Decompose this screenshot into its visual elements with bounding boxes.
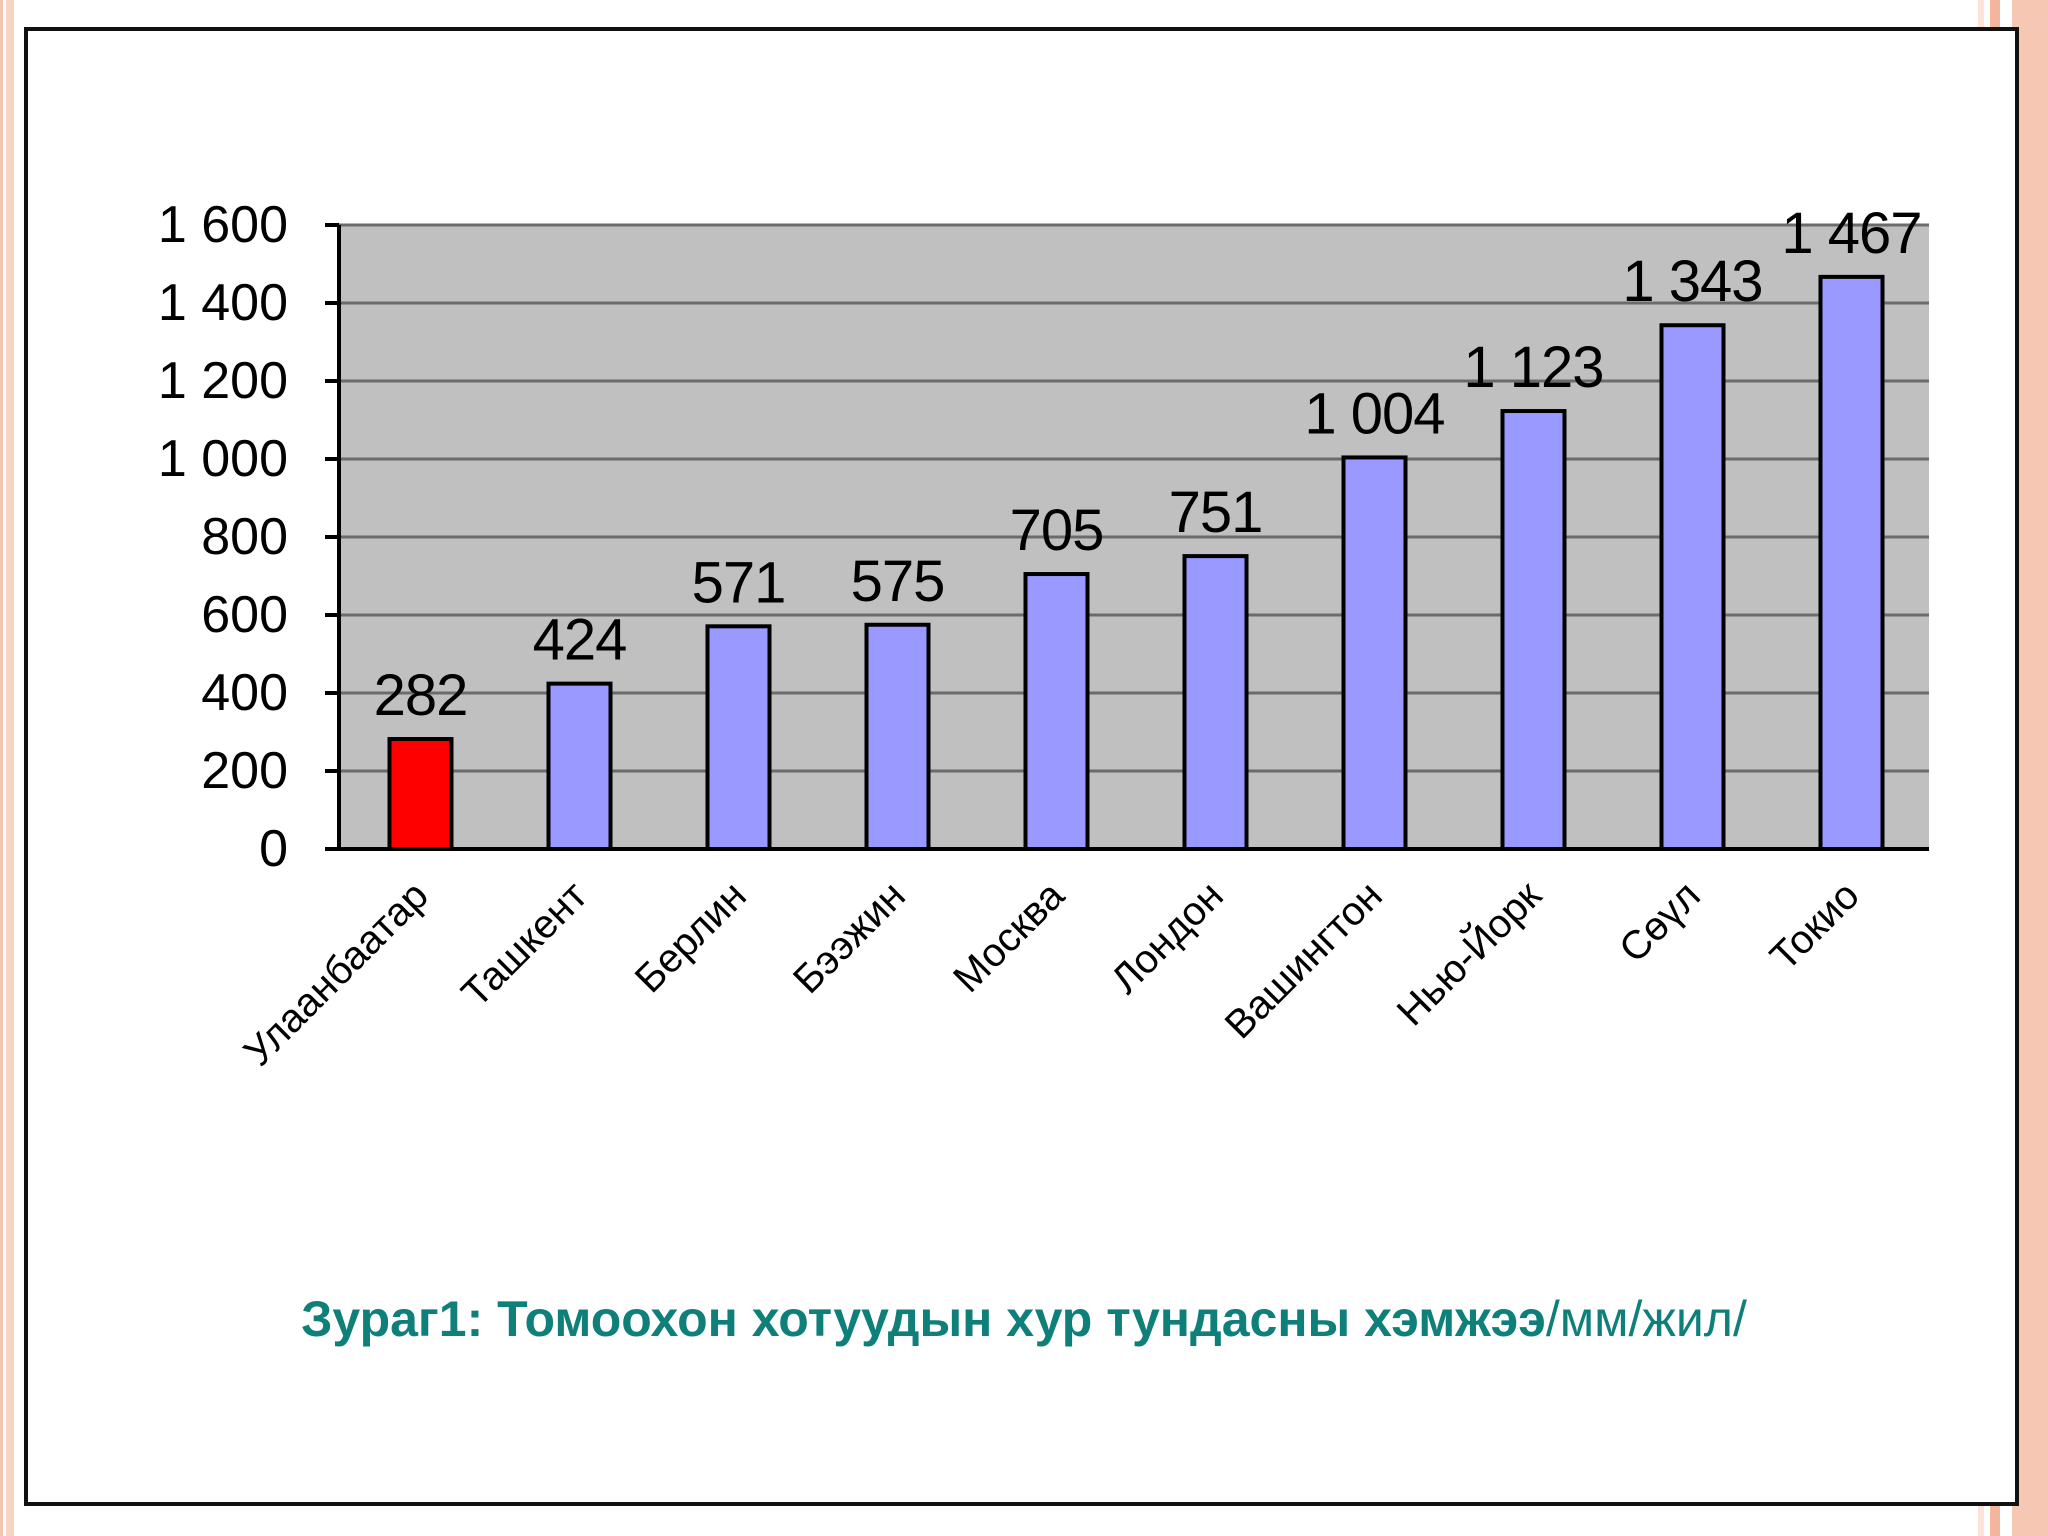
x-tick-label: Улаанбаатар: [236, 873, 437, 1074]
x-tick-label: Бээжин: [785, 873, 914, 1002]
bar: [705, 624, 772, 851]
y-tick-label: 1 200: [158, 352, 288, 410]
data-label: 424: [533, 608, 627, 673]
x-tick-label: Нью-Йорк: [1387, 871, 1550, 1034]
data-label: 1 004: [1304, 381, 1444, 446]
bar: [1818, 274, 1885, 851]
bar: [1341, 455, 1408, 851]
y-tick-label: 0: [259, 820, 288, 878]
x-tick-label: Токио: [1762, 873, 1868, 979]
bar: [1500, 409, 1567, 851]
bar: [1659, 323, 1726, 852]
bars: [387, 274, 1885, 852]
y-tick-label: 1 000: [158, 430, 288, 488]
x-tick-label: Лондон: [1103, 873, 1232, 1002]
caption-title: Зураг1: Томоохон хотуудын хур тундасны х…: [301, 1291, 1546, 1347]
y-tick-label: 800: [201, 508, 288, 566]
data-label: 1 123: [1463, 335, 1603, 400]
data-label: 282: [374, 663, 468, 728]
x-tick-label: Сөүл: [1611, 873, 1709, 971]
data-label: 571: [692, 550, 786, 615]
data-label: 751: [1169, 480, 1263, 545]
caption-unit: /мм/жил/: [1545, 1291, 1747, 1347]
data-label: 1 467: [1781, 201, 1921, 266]
bar: [1023, 572, 1090, 851]
x-tick-label: Ташкент: [453, 873, 596, 1016]
y-tick-label: 400: [201, 664, 288, 722]
x-tick-label: Вашингтон: [1217, 873, 1391, 1047]
data-label: 705: [1010, 498, 1104, 563]
left-decorative-stripe: [0, 0, 14, 1536]
axes: [325, 223, 1929, 851]
bar: [387, 737, 454, 852]
bar: [1182, 554, 1249, 851]
x-tick-label: Москва: [945, 873, 1073, 1001]
data-label: 1 343: [1622, 249, 1762, 314]
y-tick-label: 600: [201, 586, 288, 644]
x-tick-label: Берлин: [627, 873, 755, 1001]
y-tick-label: 200: [201, 742, 288, 800]
y-tick-label: 1 600: [158, 196, 288, 254]
bar: [864, 622, 931, 851]
data-label: 575: [851, 549, 945, 614]
chart-caption: Зураг1: Томоохон хотуудын хур тундасны х…: [0, 1290, 2048, 1348]
bar: [546, 681, 613, 852]
y-tick-label: 1 400: [158, 274, 288, 332]
